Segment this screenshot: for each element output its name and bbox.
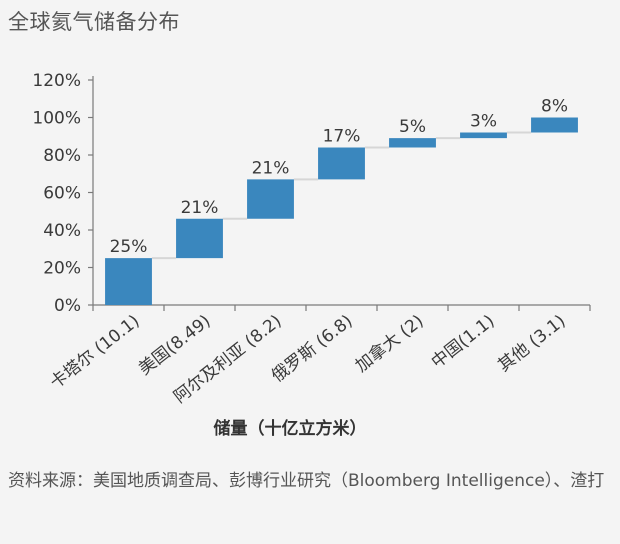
category-label: 其他 (3.1) bbox=[494, 311, 569, 376]
bar bbox=[389, 138, 436, 148]
bar bbox=[247, 179, 294, 219]
category-label: 卡塔尔 (10.1) bbox=[47, 311, 144, 393]
data-label: 21% bbox=[252, 158, 290, 178]
data-label: 21% bbox=[181, 198, 219, 218]
data-label: 25% bbox=[110, 237, 148, 257]
y-tick-label: 60% bbox=[43, 184, 81, 204]
y-tick-label: 100% bbox=[32, 109, 81, 129]
data-label: 8% bbox=[541, 97, 568, 117]
bar bbox=[460, 132, 507, 139]
bar bbox=[105, 258, 152, 305]
y-tick-label: 0% bbox=[54, 296, 81, 316]
bar bbox=[176, 218, 223, 259]
waterfall-chart: 0% 20% 40% 60% 80% 100% 120% 25% 21% 21% 17% 5% 3% 8%… bbox=[32, 71, 591, 439]
y-tick-label: 40% bbox=[43, 221, 81, 241]
x-axis-title: 储量（十亿立方米） bbox=[214, 418, 367, 439]
source-note: 资料来源：美国地质调查局、彭博行业研究（Bloomberg Intelligen… bbox=[8, 471, 605, 491]
bar bbox=[318, 147, 365, 180]
y-tick-label: 20% bbox=[43, 259, 81, 279]
y-tick-label: 120% bbox=[32, 71, 81, 91]
chart-title: 全球氦气储备分布 bbox=[8, 10, 180, 34]
y-tick-label: 80% bbox=[43, 146, 81, 166]
category-label: 中国(1.1) bbox=[428, 311, 499, 373]
data-label: 17% bbox=[323, 127, 361, 147]
data-label: 5% bbox=[399, 117, 426, 137]
data-label: 3% bbox=[470, 112, 497, 132]
category-label: 加拿大 (2) bbox=[351, 310, 427, 376]
bar bbox=[531, 117, 578, 133]
